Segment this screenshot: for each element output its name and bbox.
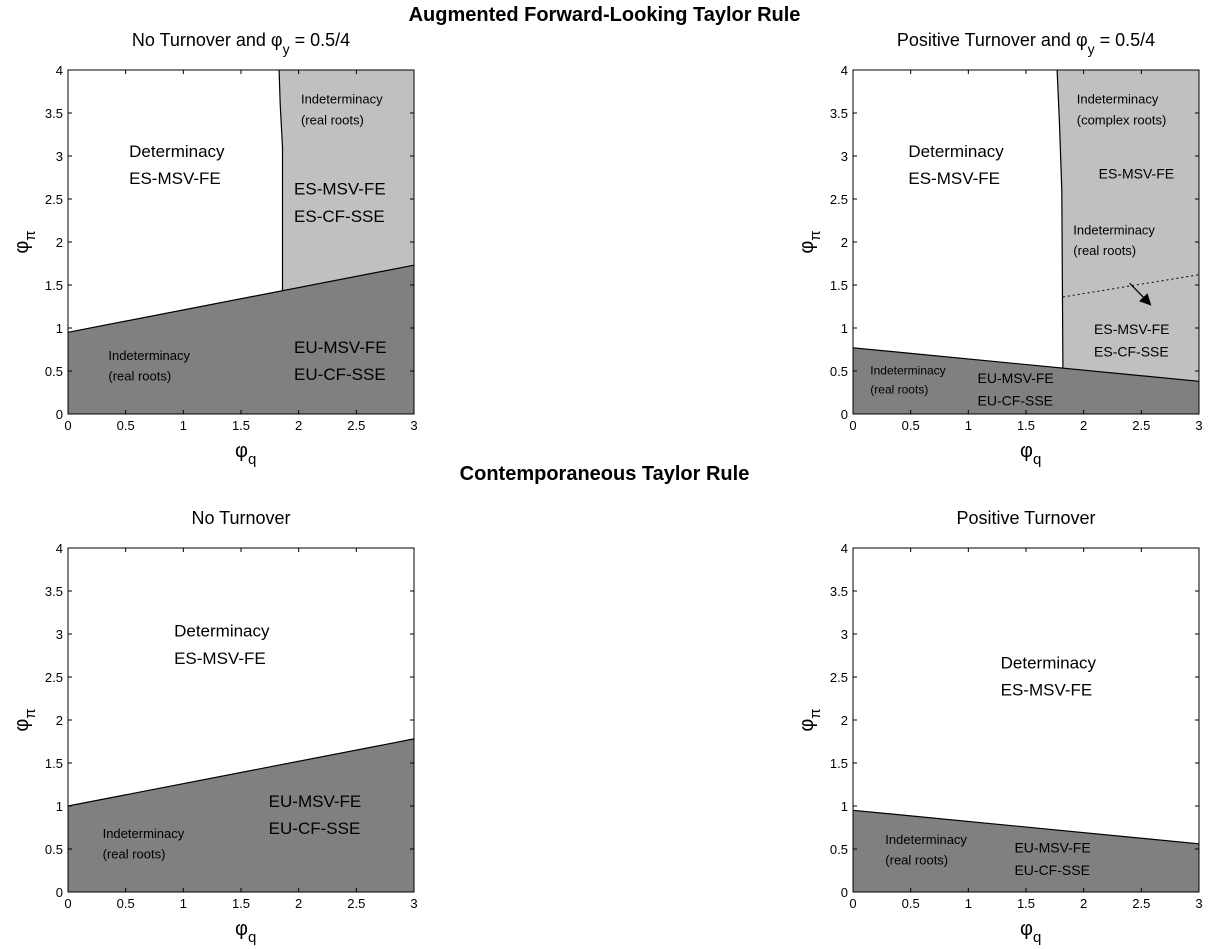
- y-tick-label: 2.5: [830, 192, 848, 207]
- x-tick-label: 2.5: [1132, 418, 1150, 433]
- x-tick-label: 1: [180, 896, 187, 911]
- y-tick-label: 4: [56, 541, 63, 556]
- x-tick-label: 2: [1080, 896, 1087, 911]
- chart-panel-1: 0 0.5 1 1.5 2 2.5 3 0 0.5 1 1.5 2 2.5 3 3.5 4 φq φπ No Tur…: [11, 30, 418, 468]
- y-axis-label: φπ: [796, 230, 824, 253]
- x-tick-label: 3: [1195, 896, 1202, 911]
- x-tick-label: 1.5: [1017, 896, 1035, 911]
- y-tick-label: 1.5: [45, 756, 63, 771]
- y-tick-label: 1: [56, 799, 63, 814]
- y-tick-label: 2.5: [830, 670, 848, 685]
- y-tick-label: 4: [841, 63, 848, 78]
- panel-title: No Turnover and φy = 0.5/4: [132, 30, 350, 57]
- x-tick-label: 0.5: [902, 418, 920, 433]
- x-tick-label: 1.5: [232, 418, 250, 433]
- y-tick-label: 3.5: [45, 106, 63, 121]
- y-tick-label: 4: [841, 541, 848, 556]
- x-tick-label: 2.5: [347, 418, 365, 433]
- x-tick-label: 2.5: [347, 896, 365, 911]
- y-tick-label: 1: [56, 321, 63, 336]
- x-tick-label: 3: [410, 896, 417, 911]
- y-tick-label: 3: [56, 149, 63, 164]
- y-tick-label: 3: [841, 627, 848, 642]
- y-tick-label: 0.5: [830, 842, 848, 857]
- y-axis-label: φπ: [11, 230, 39, 253]
- x-tick-label: 2: [295, 418, 302, 433]
- y-tick-label: 2.5: [45, 192, 63, 207]
- y-axis-label: φπ: [11, 708, 39, 731]
- x-tick-label: 3: [1195, 418, 1202, 433]
- x-tick-label: 1.5: [1017, 418, 1035, 433]
- x-tick-label: 1.5: [232, 896, 250, 911]
- y-tick-label: 2: [56, 235, 63, 250]
- y-tick-label: 3: [56, 627, 63, 642]
- y-tick-label: 3.5: [830, 584, 848, 599]
- x-tick-label: 0.5: [117, 418, 135, 433]
- y-tick-label: 0.5: [45, 364, 63, 379]
- chart-panel-4: 0 0.5 1 1.5 2 2.5 3 0 0.5 1 1.5 2 2.5 3 3.5 4 φq φπ Positi…: [796, 508, 1203, 946]
- y-tick-label: 3.5: [45, 584, 63, 599]
- x-tick-label: 1: [180, 418, 187, 433]
- x-tick-label: 2: [295, 896, 302, 911]
- x-tick-label: 0: [849, 896, 856, 911]
- x-tick-label: 0: [64, 896, 71, 911]
- x-axis-label: φq: [235, 440, 256, 468]
- y-tick-label: 1.5: [830, 278, 848, 293]
- panel-title: Positive Turnover: [956, 508, 1095, 528]
- y-tick-label: 2.5: [45, 670, 63, 685]
- chart-panel-2: 0 0.5 1 1.5 2 2.5 3 0 0.5 1 1.5 2 2.5 3 3.5 4 φq φπ Positi…: [796, 30, 1203, 468]
- y-tick-label: 1: [841, 321, 848, 336]
- y-tick-label: 2: [841, 235, 848, 250]
- y-tick-label: 0.5: [830, 364, 848, 379]
- x-tick-label: 1: [965, 896, 972, 911]
- y-tick-label: 0: [841, 407, 848, 422]
- y-tick-label: 0.5: [45, 842, 63, 857]
- y-tick-label: 1.5: [45, 278, 63, 293]
- x-tick-label: 0.5: [117, 896, 135, 911]
- y-tick-label: 2: [841, 713, 848, 728]
- x-tick-label: 2.5: [1132, 896, 1150, 911]
- y-tick-label: 1.5: [830, 756, 848, 771]
- y-tick-label: 3: [841, 149, 848, 164]
- x-axis-label: φq: [1020, 918, 1041, 946]
- y-tick-label: 4: [56, 63, 63, 78]
- panel-title: Positive Turnover and φy = 0.5/4: [897, 30, 1155, 57]
- y-tick-label: 0: [841, 885, 848, 900]
- y-tick-label: 1: [841, 799, 848, 814]
- x-tick-label: 1: [965, 418, 972, 433]
- x-tick-label: 2: [1080, 418, 1087, 433]
- y-tick-label: 0: [56, 407, 63, 422]
- x-axis-label: φq: [1020, 440, 1041, 468]
- x-tick-label: 3: [410, 418, 417, 433]
- x-tick-label: 0.5: [902, 896, 920, 911]
- x-axis-label: φq: [235, 918, 256, 946]
- x-tick-label: 0: [849, 418, 856, 433]
- y-tick-label: 2: [56, 713, 63, 728]
- panel-title: No Turnover: [191, 508, 290, 528]
- y-tick-label: 3.5: [830, 106, 848, 121]
- y-tick-label: 0: [56, 885, 63, 900]
- region-annotation: ES-MSV-FE: [1099, 165, 1174, 181]
- y-axis-label: φπ: [796, 708, 824, 731]
- x-tick-label: 0: [64, 418, 71, 433]
- chart-panel-3: 0 0.5 1 1.5 2 2.5 3 0 0.5 1 1.5 2 2.5 3 3.5 4 φq φπ No Tur…: [11, 508, 418, 946]
